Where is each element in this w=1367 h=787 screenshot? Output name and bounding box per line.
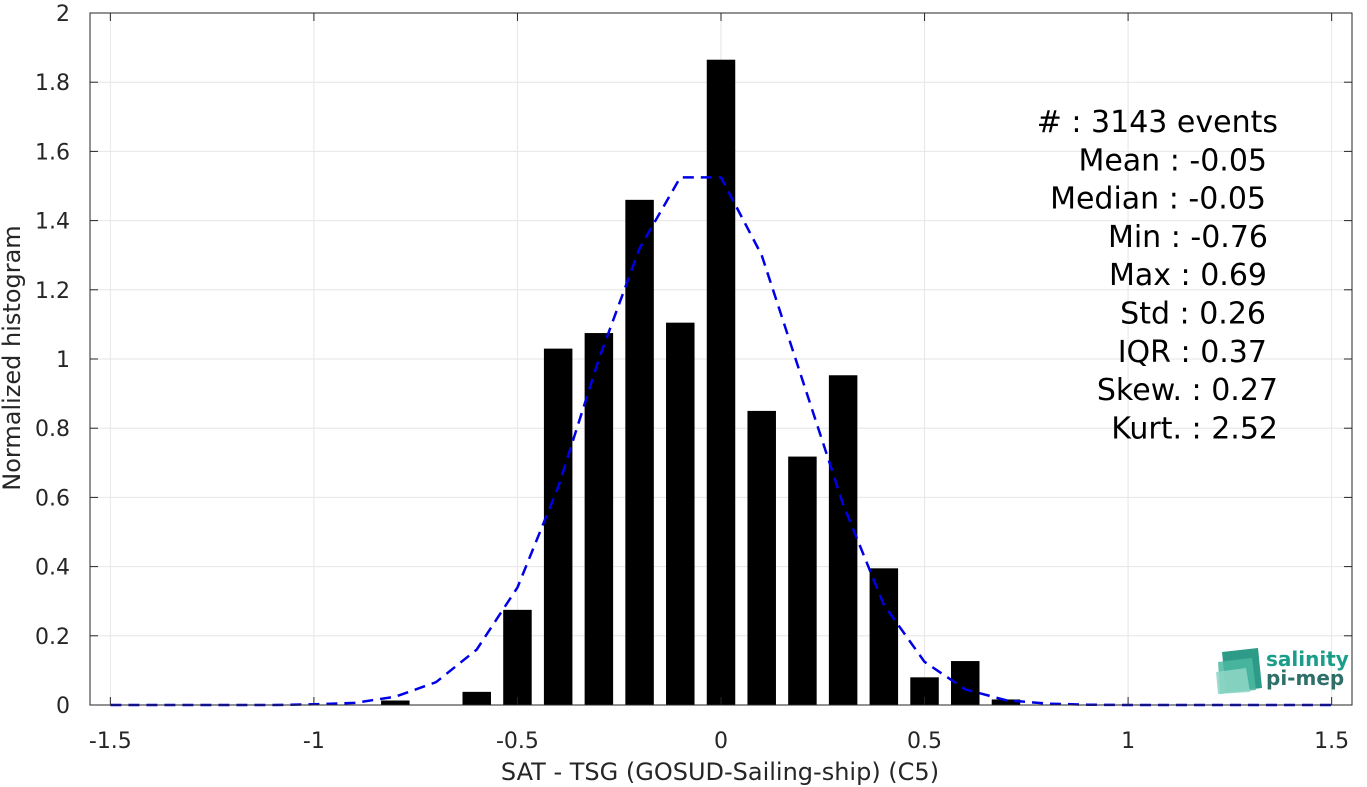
x-tick-label: -1: [303, 729, 325, 754]
y-tick-label: 0.6: [35, 486, 70, 511]
logo-text-salinity: salinity: [1266, 647, 1349, 671]
histogram-bar: [462, 691, 491, 705]
stat-line: IQR : 0.37: [1118, 335, 1267, 370]
histogram-bar: [869, 568, 899, 705]
salinity-pi-mep-logo: salinity pi-mep: [1216, 647, 1349, 694]
bars: [381, 59, 1021, 705]
x-tick-labels: -1.5 -1 -0.5 0 0.5 1 1.5: [89, 729, 1349, 754]
histogram-bar: [584, 333, 614, 705]
histogram-bar: [625, 199, 654, 705]
logo-emblem-icon: [1216, 648, 1262, 694]
x-tick-label: 1: [1121, 729, 1135, 754]
stat-line: Mean : -0.05: [1078, 143, 1267, 178]
histogram-bar: [381, 700, 410, 705]
histogram-bar: [747, 410, 776, 705]
y-tick-label: 1: [56, 348, 70, 373]
y-tick-label: 1.8: [35, 71, 70, 96]
x-tick-label: 0.5: [907, 729, 942, 754]
y-tick-label: 1.2: [35, 279, 70, 304]
histogram-bar: [503, 609, 532, 705]
stat-line: Kurt. : 2.52: [1111, 411, 1278, 446]
stat-line: Std : 0.26: [1120, 297, 1266, 332]
x-tick-label: 1.5: [1314, 729, 1349, 754]
x-axis-label: SAT - TSG (GOSUD-Sailing-ship) (C5): [501, 758, 939, 786]
histogram-bar: [666, 322, 695, 705]
y-tick-label: 1.6: [35, 140, 70, 165]
histogram-bar: [788, 456, 817, 705]
y-tick-label: 2: [56, 2, 70, 27]
stat-line: Median : -0.05: [1050, 182, 1266, 217]
x-tick-label: -0.5: [496, 729, 539, 754]
ticks: [90, 12, 1352, 706]
y-axis-label: Normalized histogram: [0, 225, 26, 490]
histogram-bar: [543, 348, 573, 705]
stat-line: Max : 0.69: [1109, 258, 1267, 293]
histogram-bar: [991, 699, 1021, 705]
y-tick-label: 0.8: [35, 417, 70, 442]
logo-text-pi-mep: pi-mep: [1266, 666, 1344, 690]
y-tick-label: 0: [56, 694, 70, 719]
y-tick-label: 0.2: [35, 625, 70, 650]
histogram-bar: [828, 375, 858, 705]
stat-line: Min : -0.76: [1108, 220, 1268, 255]
x-tick-label: 0: [714, 729, 728, 754]
y-tick-label: 1.4: [35, 210, 70, 235]
x-tick-label: -1.5: [89, 729, 132, 754]
y-tick-labels: 0 0.2 0.4 0.6 0.8 1 1.2 1.4 1.6 1.8 2: [35, 2, 70, 719]
stat-line: Skew. : 0.27: [1097, 373, 1278, 408]
histogram-bar: [706, 59, 736, 705]
y-tick-label: 0.4: [35, 556, 70, 581]
stat-line: # : 3143 events: [1037, 105, 1278, 140]
